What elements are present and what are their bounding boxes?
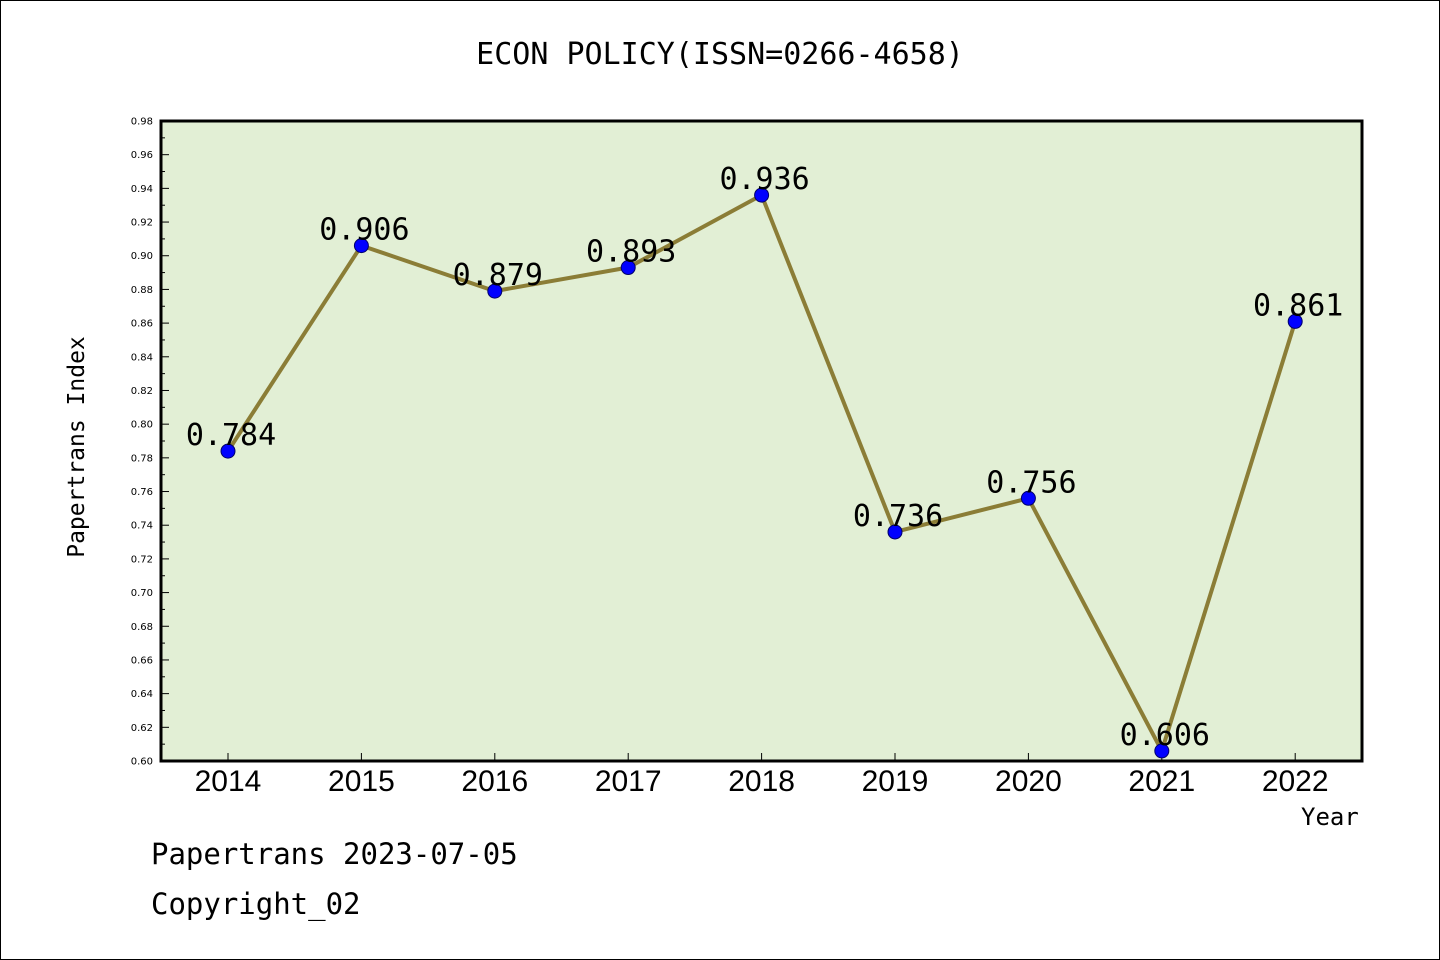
- data-point: [220, 443, 236, 459]
- y-tick-label: 0.86: [131, 319, 153, 330]
- y-tick-label: 0.72: [131, 554, 153, 565]
- data-labels: 0.784 0.906 0.879 0.893 0.936 0.736 0.756 0.606…: [186, 162, 1344, 753]
- x-axis: 2014 2015 2016 2017 2018 2019 2020 2021 2022: [195, 753, 1329, 798]
- x-tick-label: 2019: [862, 765, 929, 798]
- y-tick-label: 0.60: [131, 757, 153, 768]
- x-tick-label: 2018: [728, 765, 795, 798]
- data-label: 0.736: [853, 499, 943, 534]
- data-point: [353, 238, 369, 254]
- x-tick-label: 2020: [995, 765, 1062, 798]
- x-axis-label: Year: [1301, 803, 1359, 831]
- data-point: [754, 187, 770, 203]
- data-point: [1154, 743, 1170, 759]
- data-point: [620, 260, 636, 276]
- footer-date: Papertrans 2023-07-05: [151, 837, 518, 871]
- x-tick-label: 2017: [595, 765, 662, 798]
- data-label: 0.861: [1253, 288, 1343, 323]
- y-tick-label: 0.84: [131, 352, 153, 363]
- data-label: 0.756: [986, 465, 1076, 500]
- y-tick-label: 0.68: [131, 622, 153, 633]
- plot-area: [161, 121, 1362, 761]
- series-markers: [220, 187, 1303, 759]
- chart-title: ECON POLICY(ISSN=0266-4658): [476, 37, 964, 72]
- data-label: 0.893: [586, 235, 676, 270]
- data-label: 0.606: [1120, 718, 1210, 753]
- y-tick-label: 0.96: [131, 150, 153, 161]
- y-tick-label: 0.80: [131, 420, 153, 431]
- data-point: [887, 524, 903, 540]
- footer-copyright: Copyright_02: [151, 887, 361, 921]
- x-tick-label: 2021: [1128, 765, 1195, 798]
- x-tick-label: 2015: [328, 765, 395, 798]
- y-tick-label: 0.66: [131, 655, 153, 666]
- y-tick-label: 0.88: [131, 285, 153, 296]
- y-tick-label: 0.82: [131, 386, 153, 397]
- data-label: 0.879: [453, 258, 543, 293]
- y-tick-label: 0.62: [131, 723, 153, 734]
- y-tick-label: 0.90: [131, 251, 153, 262]
- data-point: [1020, 490, 1036, 506]
- y-tick-label: 0.98: [131, 117, 153, 128]
- data-point: [1287, 313, 1303, 329]
- y-tick-label: 0.70: [131, 588, 153, 599]
- x-tick-label: 2022: [1262, 765, 1329, 798]
- y-axis: 0.60 0.62 0.64 0.66 0.68 0.70 0.72 0.74 0.76 0.78…: [131, 117, 169, 768]
- y-tick-label: 0.78: [131, 453, 153, 464]
- y-tick-label: 0.76: [131, 487, 153, 498]
- y-tick-label: 0.74: [131, 521, 153, 532]
- x-tick-label: 2014: [195, 765, 262, 798]
- data-label: 0.936: [719, 162, 809, 197]
- y-tick-label: 0.94: [131, 184, 153, 195]
- y-tick-label: 0.92: [131, 218, 153, 229]
- plot-border: [159, 119, 1364, 763]
- data-point: [487, 283, 503, 299]
- y-tick-label: 0.64: [131, 689, 153, 700]
- data-label: 0.906: [319, 213, 409, 248]
- x-tick-label: 2016: [461, 765, 528, 798]
- data-label: 0.784: [186, 418, 276, 453]
